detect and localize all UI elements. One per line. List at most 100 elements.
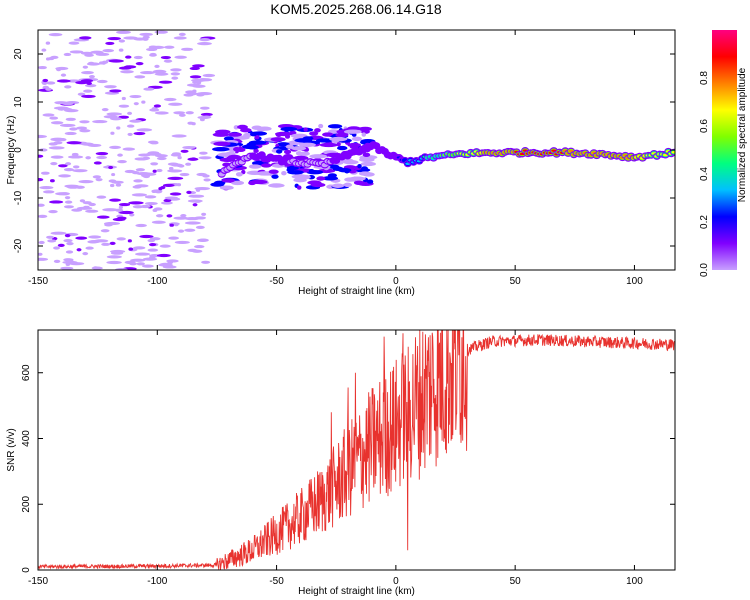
noise-blob bbox=[170, 72, 181, 76]
clutter-blob bbox=[327, 124, 343, 129]
noise-blob bbox=[122, 147, 136, 151]
noise-blob bbox=[125, 55, 132, 59]
chart-title: KOM5.2025.268.06.14.G18 bbox=[270, 1, 441, 17]
noise-blob bbox=[133, 55, 143, 60]
noise-blob bbox=[142, 156, 151, 160]
clutter-blob bbox=[321, 176, 339, 181]
noise-blob bbox=[129, 119, 142, 123]
y-tick-label: 10 bbox=[13, 96, 24, 108]
colorbar: 0.0 0.2 0.4 0.6 0.8 Normalized spectral ampli… bbox=[699, 30, 748, 277]
noise-blob bbox=[65, 117, 76, 121]
noise-blob bbox=[53, 259, 61, 263]
clutter-blob bbox=[250, 179, 268, 185]
noise-blob bbox=[166, 214, 173, 218]
noise-blob bbox=[150, 162, 159, 166]
noise-blob bbox=[49, 116, 59, 120]
noise-blob bbox=[48, 146, 65, 150]
noise-blob bbox=[149, 141, 159, 145]
noise-blob bbox=[134, 184, 149, 188]
clutter-blob bbox=[329, 136, 348, 142]
noise-blob bbox=[128, 247, 134, 251]
noise-blob bbox=[187, 121, 195, 125]
noise-blob bbox=[131, 193, 148, 197]
noise-blob bbox=[189, 66, 200, 71]
noise-blob bbox=[154, 72, 169, 76]
clutter-blob bbox=[231, 180, 245, 186]
noise-blob bbox=[63, 258, 73, 262]
plot-frame bbox=[37, 329, 676, 571]
noise-blob bbox=[184, 221, 201, 225]
noise-blob bbox=[68, 41, 80, 45]
noise-blob bbox=[167, 169, 183, 173]
noise-blob bbox=[108, 165, 114, 170]
clutter-blob bbox=[358, 126, 372, 132]
clutter-blob bbox=[344, 169, 350, 174]
clutter-blob bbox=[319, 142, 338, 148]
noise-blob bbox=[163, 45, 175, 49]
noise-blob bbox=[115, 183, 122, 187]
noise-blob bbox=[106, 255, 122, 259]
noise-blob bbox=[85, 246, 94, 250]
noise-blob bbox=[47, 239, 57, 243]
noise-blob bbox=[60, 266, 74, 270]
noise-blob bbox=[92, 175, 102, 179]
clutter-blob bbox=[260, 163, 272, 168]
x-tick-label: 0 bbox=[393, 576, 399, 587]
noise-blob bbox=[144, 195, 157, 199]
clutter-blob bbox=[268, 183, 285, 188]
noise-blob bbox=[135, 62, 144, 66]
noise-blob bbox=[108, 179, 117, 183]
clutter-blob bbox=[291, 146, 307, 151]
noise-blob bbox=[59, 123, 76, 128]
noise-blob bbox=[66, 141, 82, 145]
signal-mid bbox=[373, 143, 380, 148]
noise-blob bbox=[48, 210, 58, 214]
noise-blob bbox=[65, 250, 74, 254]
clutter-blob bbox=[276, 149, 283, 154]
noise-blob bbox=[180, 213, 187, 218]
clutter-blob bbox=[344, 177, 357, 182]
noise-blob bbox=[155, 214, 164, 218]
noise-blob bbox=[60, 73, 67, 77]
noise-blob bbox=[141, 264, 154, 268]
noise-blob bbox=[168, 102, 183, 106]
clutter-blob bbox=[210, 182, 225, 187]
noise-blob bbox=[194, 186, 210, 191]
noise-blob bbox=[140, 70, 156, 75]
noise-blob bbox=[85, 209, 99, 213]
x-tick-label: -150 bbox=[28, 276, 48, 287]
noise-blob bbox=[76, 248, 82, 252]
noise-blob bbox=[199, 38, 211, 42]
clutter-blob bbox=[248, 140, 267, 145]
clutter-blob bbox=[315, 138, 334, 143]
clutter-blob bbox=[285, 144, 294, 149]
clutter-blob bbox=[280, 126, 298, 132]
noise-blob bbox=[121, 96, 126, 101]
noise-blob bbox=[179, 172, 190, 177]
noise-blob bbox=[63, 167, 74, 172]
noise-blob bbox=[88, 74, 95, 79]
noise-blob bbox=[160, 185, 166, 190]
noise-blob bbox=[144, 201, 158, 206]
colorbar-fill bbox=[712, 30, 737, 270]
noise-blob bbox=[69, 50, 84, 54]
clutter-blob bbox=[281, 171, 287, 176]
noise-blob bbox=[78, 180, 94, 184]
noise-blob bbox=[109, 198, 122, 202]
clutter-blob bbox=[316, 176, 326, 181]
noise-blob bbox=[199, 118, 205, 122]
noise-blob bbox=[187, 157, 199, 161]
noise-blob bbox=[64, 234, 71, 238]
clutter-blob bbox=[223, 136, 234, 141]
noise-blob bbox=[43, 190, 55, 194]
noise-blob bbox=[200, 112, 213, 117]
noise-blob bbox=[178, 113, 186, 117]
clutter-blob bbox=[271, 174, 279, 179]
noise-blob bbox=[196, 93, 205, 97]
noise-blob bbox=[39, 186, 54, 190]
signal-core bbox=[671, 151, 675, 154]
noise-blob bbox=[95, 152, 109, 156]
noise-blob bbox=[147, 248, 159, 252]
noise-blob bbox=[128, 201, 144, 205]
